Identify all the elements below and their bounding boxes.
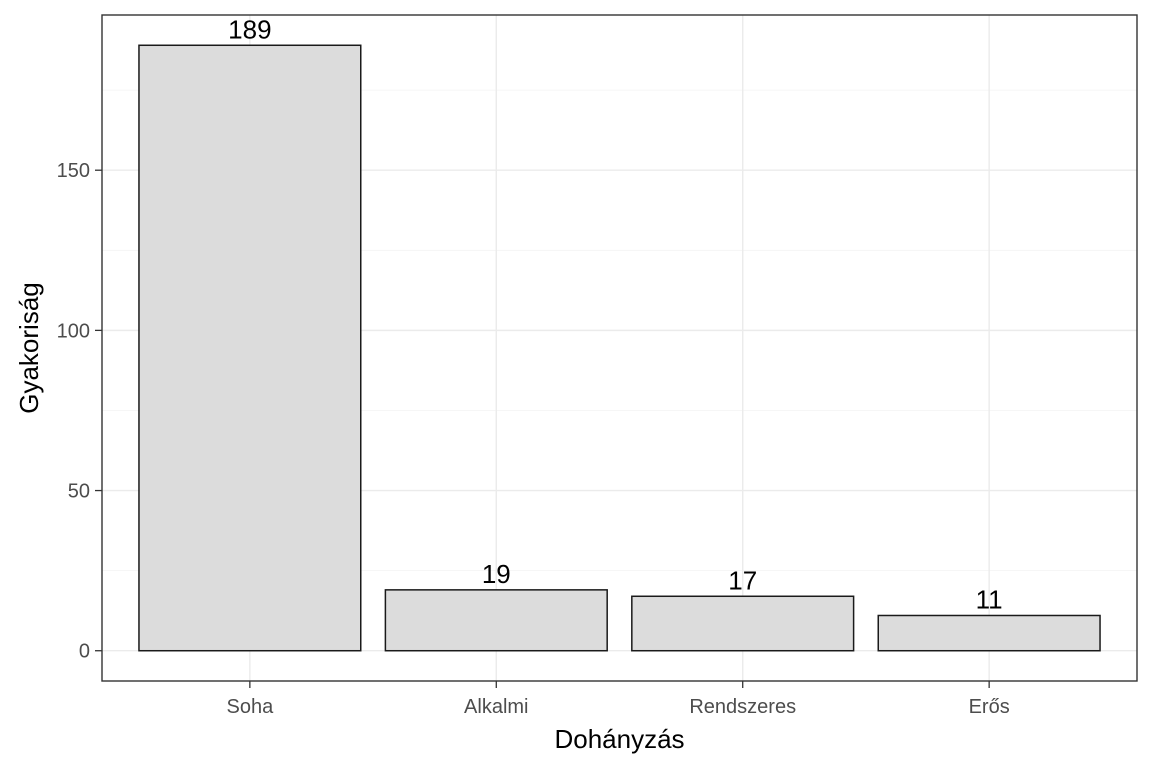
data-labels-layer: 189 19 17 11 <box>228 14 1002 614</box>
y-tick-label: 0 <box>79 641 90 663</box>
bar-2 <box>631 595 855 652</box>
data-label-2: 17 <box>728 565 757 595</box>
y-axis-title: Gyakoriság <box>14 282 44 414</box>
x-tick-label: Erős <box>969 696 1010 718</box>
data-label-1: 19 <box>482 559 511 589</box>
bar-0 <box>138 44 362 652</box>
x-tick-label: Alkalmi <box>464 696 528 718</box>
x-tick-label: Soha <box>226 696 274 718</box>
y-tick-label: 150 <box>57 160 90 182</box>
panel-border <box>101 14 1138 682</box>
x-axis-title: Dohányzás <box>554 724 684 754</box>
bar-1 <box>384 589 608 652</box>
y-tick-label: 100 <box>57 320 90 342</box>
data-label-0: 189 <box>228 14 271 44</box>
y-tick-label: 50 <box>68 481 90 503</box>
x-tick-label: Rendszeres <box>689 696 796 718</box>
data-label-3: 11 <box>976 584 1003 614</box>
axis-layer: 0 50 100 150 Soha Alkalmi Rendszeres Erős <box>57 160 1010 718</box>
bars-layer <box>138 44 1101 652</box>
bar-3 <box>877 614 1101 652</box>
